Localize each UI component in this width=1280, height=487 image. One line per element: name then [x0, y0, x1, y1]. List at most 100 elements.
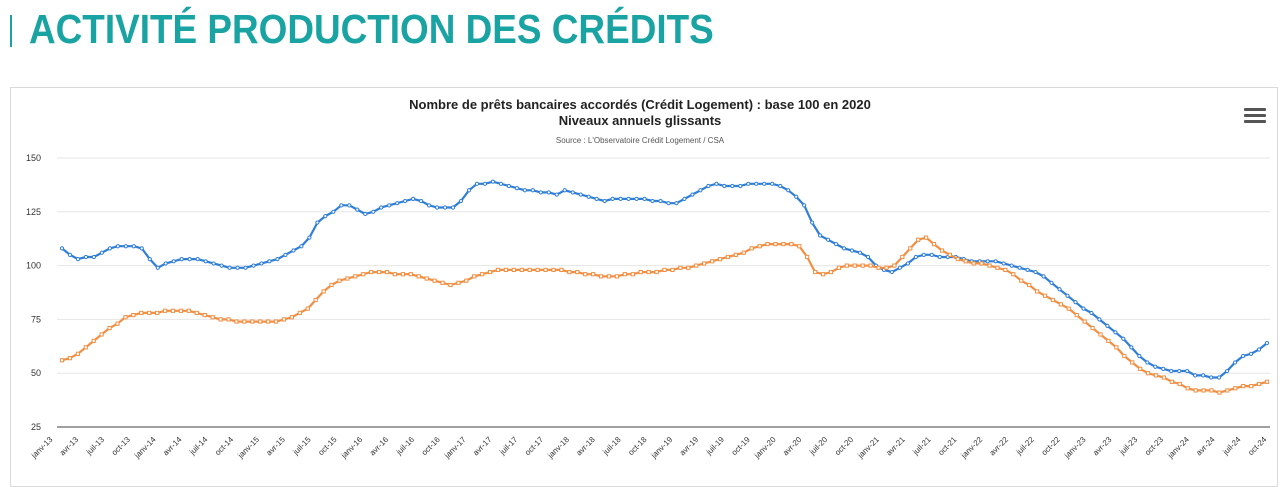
data-point[interactable] [416, 274, 421, 279]
data-point[interactable] [554, 192, 559, 197]
data-point[interactable] [139, 246, 144, 251]
data-point[interactable] [1027, 282, 1032, 288]
data-point[interactable] [419, 198, 424, 204]
data-point[interactable] [781, 241, 786, 247]
data-point[interactable] [75, 351, 80, 356]
data-point[interactable] [654, 269, 659, 275]
data-point[interactable] [155, 265, 160, 270]
data-point[interactable] [1130, 360, 1135, 365]
data-point[interactable] [519, 267, 524, 273]
data-point[interactable] [836, 265, 842, 270]
data-point[interactable] [538, 190, 543, 195]
data-point[interactable] [1065, 293, 1070, 298]
data-point[interactable] [408, 272, 413, 277]
data-point[interactable] [59, 358, 65, 363]
data-point[interactable] [646, 269, 651, 275]
data-point[interactable] [155, 310, 160, 316]
data-point[interactable] [650, 198, 655, 204]
data-point[interactable] [1097, 317, 1102, 322]
data-point[interactable] [979, 261, 984, 266]
data-point[interactable] [618, 196, 623, 201]
data-point[interactable] [765, 241, 770, 247]
data-point[interactable] [1232, 360, 1238, 365]
data-point[interactable] [741, 250, 746, 255]
data-point[interactable] [530, 188, 535, 193]
data-point[interactable] [250, 319, 255, 324]
data-point[interactable] [694, 263, 699, 268]
data-point[interactable] [773, 241, 778, 247]
data-point[interactable] [610, 196, 615, 201]
data-point[interactable] [243, 265, 248, 270]
data-point[interactable] [1137, 353, 1142, 359]
data-point[interactable] [355, 207, 360, 212]
data-point[interactable] [1161, 366, 1166, 371]
data-point[interactable] [289, 315, 295, 320]
data-point[interactable] [210, 315, 215, 320]
data-point[interactable] [717, 257, 723, 262]
data-point[interactable] [662, 267, 667, 273]
data-point[interactable] [900, 254, 905, 260]
data-point[interactable] [490, 179, 496, 184]
data-point[interactable] [1177, 368, 1182, 374]
data-point[interactable] [916, 237, 921, 242]
data-point[interactable] [227, 265, 232, 270]
data-point[interactable] [642, 196, 647, 201]
data-point[interactable] [1185, 386, 1190, 391]
data-point[interactable] [474, 181, 480, 186]
data-point[interactable] [495, 267, 501, 273]
data-point[interactable] [522, 188, 527, 193]
data-point[interactable] [1145, 360, 1150, 365]
data-point[interactable] [1224, 368, 1230, 374]
data-point[interactable] [1249, 384, 1254, 389]
data-point[interactable] [1033, 269, 1038, 275]
data-point[interactable] [162, 308, 168, 313]
data-point[interactable] [434, 205, 440, 210]
data-point[interactable] [371, 209, 376, 214]
data-point[interactable] [1153, 373, 1159, 378]
data-point[interactable] [313, 297, 318, 303]
data-point[interactable] [1106, 338, 1111, 344]
data-point[interactable] [630, 272, 635, 277]
data-point[interactable] [1177, 381, 1182, 387]
data-point[interactable] [725, 254, 731, 260]
data-point[interactable] [583, 272, 588, 277]
data-point[interactable] [674, 201, 679, 206]
data-point[interactable] [527, 267, 532, 273]
data-point[interactable] [267, 259, 272, 264]
data-point[interactable] [219, 263, 224, 268]
data-point[interactable] [115, 321, 120, 326]
data-point[interactable] [786, 188, 791, 193]
data-point[interactable] [83, 345, 88, 350]
data-point[interactable] [1153, 364, 1158, 369]
data-point[interactable] [1169, 379, 1174, 384]
data-point[interactable] [709, 259, 715, 264]
data-point[interactable] [939, 248, 945, 253]
data-point[interactable] [658, 198, 663, 204]
data-point[interactable] [1041, 274, 1046, 279]
data-point[interactable] [1201, 373, 1206, 378]
data-point[interactable] [299, 244, 304, 249]
data-point[interactable] [586, 194, 591, 199]
data-point[interactable] [242, 319, 247, 324]
data-point[interactable] [91, 254, 97, 260]
data-point[interactable] [480, 272, 485, 277]
data-point[interactable] [578, 192, 583, 197]
data-point[interactable] [1193, 388, 1198, 393]
data-point[interactable] [1074, 312, 1079, 318]
data-point[interactable] [194, 310, 199, 316]
data-point[interactable] [844, 263, 849, 268]
data-point[interactable] [345, 276, 350, 281]
data-point[interactable] [1240, 353, 1246, 359]
data-point[interactable] [1034, 289, 1040, 294]
data-point[interactable] [1256, 347, 1262, 352]
data-point[interactable] [387, 203, 392, 208]
data-point[interactable] [1161, 375, 1167, 380]
data-point[interactable] [1129, 345, 1134, 350]
data-point[interactable] [852, 263, 857, 268]
data-point[interactable] [820, 272, 826, 277]
data-point[interactable] [602, 198, 607, 204]
data-point[interactable] [614, 274, 620, 279]
data-point[interactable] [353, 274, 358, 279]
data-point[interactable] [730, 183, 735, 189]
data-point[interactable] [315, 220, 320, 225]
